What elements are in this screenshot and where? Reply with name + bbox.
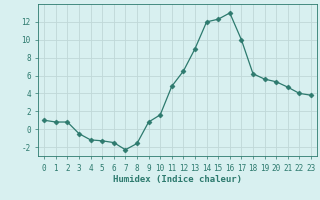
- X-axis label: Humidex (Indice chaleur): Humidex (Indice chaleur): [113, 175, 242, 184]
